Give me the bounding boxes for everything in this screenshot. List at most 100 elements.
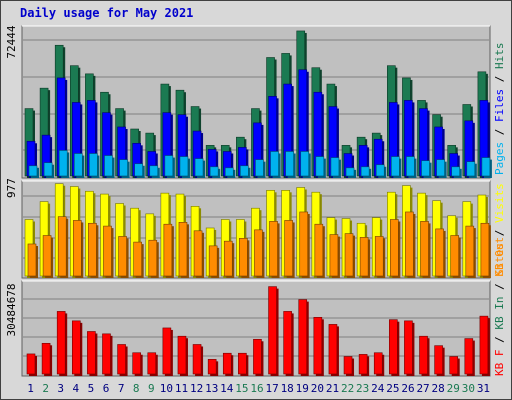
pages-bar-face bbox=[164, 155, 174, 177]
pages-bar-face bbox=[345, 167, 355, 177]
sites-bar bbox=[420, 221, 431, 278]
sites-bar bbox=[163, 223, 174, 278]
kbytes-bar bbox=[192, 344, 204, 376]
kbytes-bar-face bbox=[102, 333, 111, 375]
pages-bar bbox=[209, 166, 221, 178]
legend-hits-files-pages-part-1: / bbox=[493, 129, 506, 142]
pages-bar-face bbox=[300, 151, 310, 177]
day-label: 14 bbox=[220, 382, 234, 395]
sites-bar-face bbox=[480, 222, 490, 277]
kbytes-bar-face bbox=[404, 320, 413, 375]
day-label: 16 bbox=[250, 382, 263, 395]
sites-bar bbox=[103, 225, 114, 278]
pages-bar bbox=[375, 164, 387, 178]
day-label: 29 bbox=[447, 382, 460, 395]
pages-bar bbox=[451, 166, 462, 178]
day-label: 31 bbox=[477, 382, 490, 395]
kbytes-bar bbox=[449, 356, 460, 376]
pages-bar-face bbox=[315, 156, 325, 177]
pages-bar-face bbox=[270, 151, 279, 177]
kbytes-bar-face bbox=[192, 344, 202, 375]
kbytes-bar bbox=[328, 324, 339, 376]
kbytes-bar bbox=[162, 327, 173, 376]
sites-bar-face bbox=[178, 222, 188, 277]
sites-bar bbox=[405, 211, 416, 278]
sites-bar bbox=[27, 243, 38, 278]
sites-bar bbox=[465, 225, 476, 278]
sites-bar-face bbox=[269, 221, 278, 277]
pages-bar bbox=[255, 159, 266, 178]
day-label: 4 bbox=[73, 382, 80, 395]
kbytes-bar-face bbox=[177, 335, 187, 375]
kbytes-bar bbox=[238, 352, 249, 376]
day-label: 13 bbox=[205, 382, 218, 395]
kbytes-bar bbox=[253, 338, 264, 376]
pages-bar-face bbox=[224, 167, 234, 177]
kbytes-bar-face bbox=[358, 354, 368, 375]
sites-bar bbox=[299, 211, 310, 278]
sites-bar-face bbox=[284, 220, 293, 277]
day-label: 2 bbox=[42, 382, 49, 395]
kbytes-bar-face bbox=[343, 356, 353, 375]
kbytes-bar-face bbox=[373, 352, 383, 375]
sites-bar-face bbox=[359, 237, 369, 277]
day-label: 23 bbox=[356, 382, 369, 395]
day-label: 1 bbox=[27, 382, 34, 395]
legend-hits-files-pages-part-0: Pages bbox=[493, 142, 506, 175]
pages-bar-face bbox=[466, 161, 476, 177]
day-label: 9 bbox=[148, 382, 155, 395]
sites-bar bbox=[344, 233, 356, 278]
pages-bar-face bbox=[285, 151, 294, 177]
sites-bar bbox=[390, 219, 401, 278]
day-label: 26 bbox=[401, 382, 414, 395]
legend-kbytes-part-3: / bbox=[493, 283, 506, 296]
sites-bar bbox=[148, 239, 159, 278]
pages-bar bbox=[466, 161, 477, 178]
kbytes-bar-face bbox=[464, 338, 474, 375]
day-label: 3 bbox=[57, 382, 64, 395]
day-label: 20 bbox=[311, 382, 324, 395]
pages-bar-face bbox=[89, 153, 98, 177]
sites-bar-face bbox=[103, 225, 112, 277]
pages-bar-face bbox=[119, 159, 128, 177]
pages-bar bbox=[179, 156, 190, 178]
sites-bar-face bbox=[118, 236, 127, 277]
kbytes-bar-face bbox=[41, 342, 51, 375]
legend-visits-sites: Sites / Visits bbox=[493, 183, 506, 276]
kbytes-bar-face bbox=[434, 345, 443, 375]
kbytes-bar bbox=[404, 320, 415, 376]
day-label: 17 bbox=[265, 382, 278, 395]
sites-bar bbox=[133, 241, 144, 278]
pages-bar bbox=[58, 150, 70, 178]
sites-bar-face bbox=[42, 235, 52, 277]
sites-bar bbox=[374, 236, 386, 278]
kbytes-bar bbox=[313, 317, 324, 376]
kbytes-bar bbox=[343, 356, 355, 376]
kbytes-bar bbox=[56, 311, 68, 376]
pages-bar-face bbox=[28, 165, 38, 177]
kbytes-bar bbox=[26, 353, 37, 376]
kbytes-bar-face bbox=[147, 352, 157, 375]
kbytes-bar bbox=[132, 352, 143, 376]
sites-bar-face bbox=[223, 240, 233, 277]
day-label: 24 bbox=[371, 382, 385, 395]
day-label: 21 bbox=[326, 382, 339, 395]
kbytes-bar-face bbox=[389, 319, 398, 375]
sites-bar-face bbox=[193, 230, 203, 277]
pages-bar-face bbox=[481, 157, 491, 177]
pages-bar bbox=[149, 165, 160, 178]
kbytes-bar-face bbox=[449, 356, 459, 375]
kbytes-bar-face bbox=[479, 315, 489, 375]
sites-bar bbox=[269, 221, 280, 278]
kbytes-bar-face bbox=[238, 352, 247, 375]
kbytes-bar bbox=[207, 359, 219, 376]
pages-bar-face bbox=[179, 156, 189, 177]
legend-visits-sites-part-0: Sites bbox=[493, 243, 506, 276]
kbytes-bar-face bbox=[328, 324, 338, 375]
sites-bar-face bbox=[148, 239, 158, 277]
kbytes-bar-face bbox=[87, 331, 96, 375]
kbytes-bar bbox=[117, 344, 128, 376]
sites-bar bbox=[254, 229, 265, 278]
day-label: 18 bbox=[281, 382, 294, 395]
pages-bar bbox=[73, 153, 85, 178]
